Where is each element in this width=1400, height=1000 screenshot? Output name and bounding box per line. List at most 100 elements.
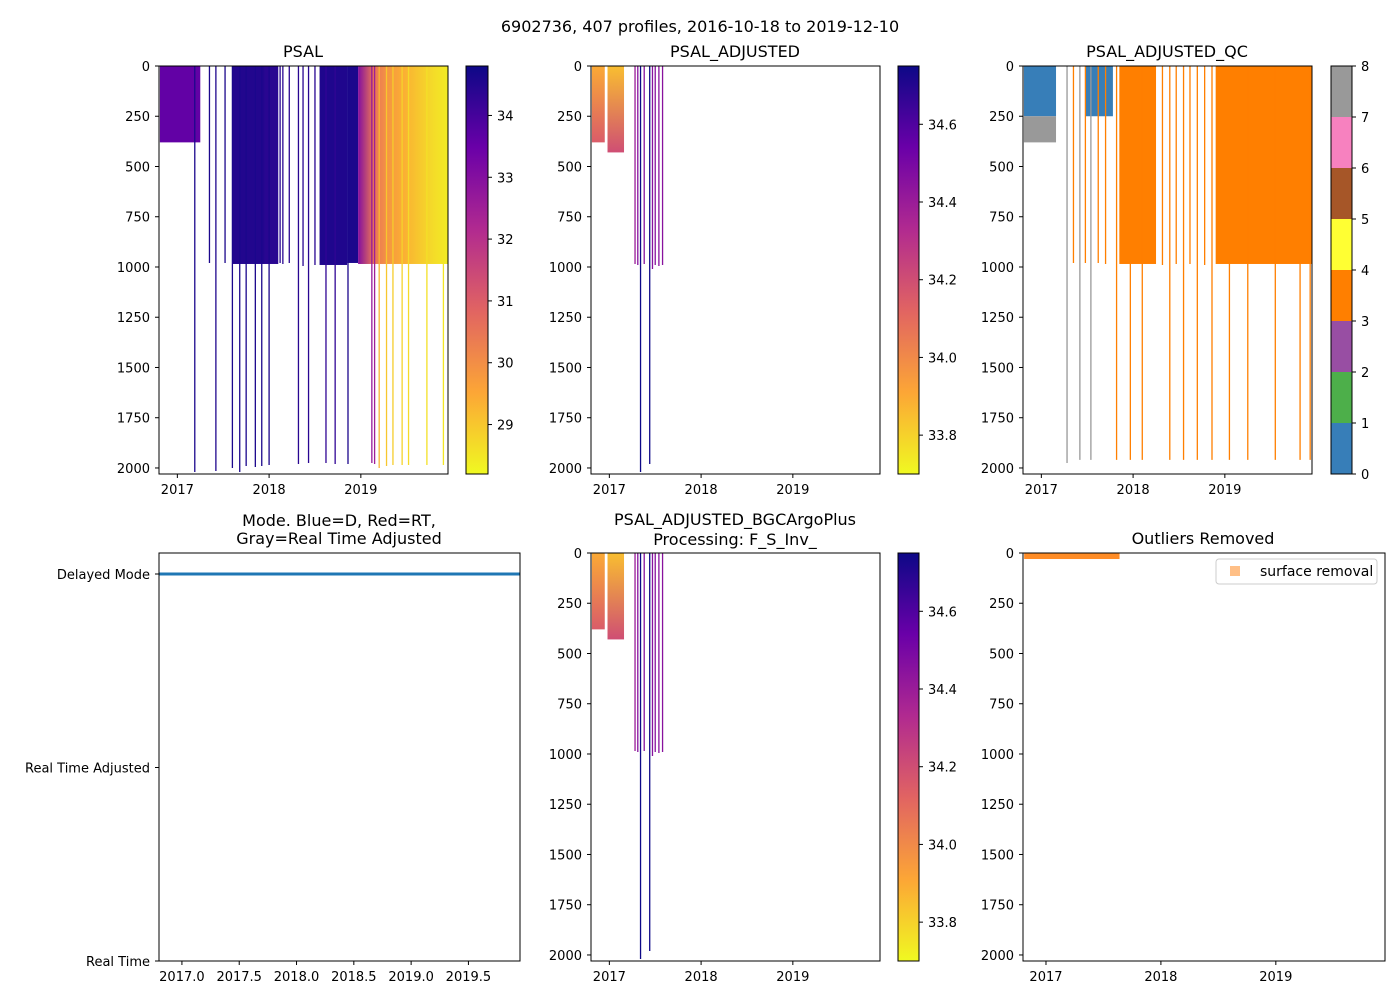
psal_adj-ytick-label: 2000 — [549, 462, 582, 477]
outliers-ytick-label: 0 — [1006, 547, 1014, 562]
mode-frame — [158, 552, 521, 962]
bgc-ytick-label: 1250 — [549, 798, 582, 813]
mode-ytick-label: Real Time — [86, 955, 150, 970]
outliers-ytick-label: 500 — [989, 647, 1014, 662]
bgc-xtick-label: 2017 — [593, 970, 626, 985]
psal_qc-data-block — [1085, 66, 1113, 117]
outliers-xtick-label: 2019 — [1259, 970, 1292, 985]
psal_qc-cbar-segment — [1331, 321, 1352, 372]
psal-cbar-label: 32 — [497, 233, 514, 248]
psal-qc-title: PSAL_ADJUSTED_QC — [1086, 42, 1248, 62]
psal_adj-data-block — [607, 66, 625, 153]
psal_qc-xtick-label: 2017 — [1025, 483, 1058, 498]
psal_qc-ytick-label: 1000 — [981, 261, 1014, 276]
psal_adj-cbar-label: 34.4 — [928, 196, 957, 211]
outliers-title: Outliers Removed — [1132, 529, 1275, 548]
psal_qc-ytick-label: 500 — [989, 160, 1014, 175]
outliers-xtick-label: 2018 — [1144, 970, 1177, 985]
psal_qc-ytick-label: 750 — [989, 211, 1014, 226]
figure-suptitle: 6902736, 407 profiles, 2016-10-18 to 201… — [501, 17, 899, 36]
psal_qc-cbar-label: 6 — [1361, 162, 1369, 177]
psal_qc-cbar-label: 7 — [1361, 111, 1369, 126]
bgc-title: PSAL_ADJUSTED_BGCArgoPlus — [614, 510, 856, 530]
psal_adj-xtick-label: 2018 — [685, 483, 718, 498]
outliers-ytick-label: 750 — [989, 698, 1014, 713]
psal-cbar-label: 34 — [497, 109, 514, 124]
psal_qc-frame — [1022, 65, 1313, 475]
psal_adj-ytick-label: 1000 — [549, 261, 582, 276]
psal-ytick-label: 750 — [125, 211, 150, 226]
mode-ytick-label: Real Time Adjusted — [25, 762, 150, 777]
psal-cbar-label: 29 — [497, 419, 514, 434]
psal-data-block — [319, 66, 348, 265]
psal_qc-cbar-segment — [1331, 423, 1352, 474]
psal-data-block — [159, 66, 201, 143]
psal_adj-data-block — [591, 66, 605, 143]
psal_adj-xtick-label: 2017 — [593, 483, 626, 498]
psal-plot: 2017 2018 2019 0 250 500 750 1000 1250 1500 1750 20… — [117, 60, 514, 498]
mode-xtick-label: 2017.0 — [159, 970, 205, 985]
psal-cbar-label: 30 — [497, 357, 514, 372]
psal_qc-ytick-label: 1750 — [981, 412, 1014, 427]
psal_qc-ytick-label: 250 — [989, 110, 1014, 125]
bgc-plot: 2017 2018 2019 0 250 500 750 1000 1250 1500 1750 20… — [549, 547, 957, 985]
psal_adj-cbar-label: 34.6 — [928, 118, 957, 133]
psal_adj-cbar-label: 34.0 — [928, 351, 957, 366]
outliers-xtick-label: 2017 — [1029, 970, 1062, 985]
psal-data-block — [347, 66, 359, 263]
mode-title-line2: Gray=Real Time Adjusted — [236, 529, 442, 548]
outliers-ytick-label: 1000 — [981, 748, 1014, 763]
bgc-ytick-label: 2000 — [549, 949, 582, 964]
mode-xtick-label: 2019.5 — [446, 970, 492, 985]
psal-frame — [158, 65, 449, 475]
mode-plot: 2017.0 2017.5 2018.0 2018.5 2019.0 2019.5 Dela… — [25, 552, 521, 985]
bgc-colorbar — [897, 552, 920, 962]
psal-colorbar — [465, 65, 489, 475]
psal_qc-cbar-label: 8 — [1361, 60, 1369, 75]
psal_adj-ytick-label: 1250 — [549, 311, 582, 326]
psal_qc-cbar-label: 3 — [1361, 315, 1369, 330]
bgc-xtick-label: 2018 — [685, 970, 718, 985]
psal-ytick-label: 2000 — [117, 462, 150, 477]
psal-cbar-label: 31 — [497, 295, 514, 310]
psal_qc-ytick-label: 1250 — [981, 311, 1014, 326]
psal_qc-ytick-label: 2000 — [981, 462, 1014, 477]
psal-gradient-block — [358, 66, 448, 264]
psal-xtick-label: 2017 — [161, 483, 194, 498]
bgc-ytick-label: 250 — [557, 597, 582, 612]
psal_qc-data-block — [1023, 66, 1057, 117]
psal_qc-cbar-segment — [1331, 168, 1352, 219]
outlier-surface-marks — [1024, 553, 1120, 560]
bgc-cbar-label: 34.2 — [928, 761, 957, 776]
psal-title: PSAL — [283, 42, 323, 61]
outliers-frame — [1022, 552, 1386, 962]
outliers-ytick-label: 1250 — [981, 798, 1014, 813]
psal_qc-cbar-segment — [1331, 117, 1352, 168]
psal_qc-cbar-segment — [1331, 219, 1352, 270]
legend-label: surface removal — [1260, 564, 1373, 580]
outliers-ytick-label: 2000 — [981, 949, 1014, 964]
bgc-cbar-label: 34.0 — [928, 838, 957, 853]
psal-adjusted-plot: 2017 2018 2019 0 250 500 750 1000 1250 1500 1750 20… — [549, 60, 957, 498]
psal-cbar-label: 33 — [497, 171, 514, 186]
psal_qc-xtick-label: 2019 — [1208, 483, 1241, 498]
psal_qc-cbar-label: 0 — [1361, 468, 1369, 483]
bgc-ytick-label: 0 — [574, 547, 582, 562]
bgc-xtick-label: 2019 — [776, 970, 809, 985]
psal_qc-cbar-label: 4 — [1361, 264, 1369, 279]
outliers-ytick-label: 1500 — [981, 848, 1014, 863]
outliers-plot: 2017 2018 2019 0 250 500 750 1000 1250 1500 1750 20… — [981, 547, 1386, 985]
psal_adj-cbar-label: 34.2 — [928, 274, 957, 289]
bgc-ytick-label: 750 — [557, 698, 582, 713]
psal-ytick-label: 500 — [125, 160, 150, 175]
psal_qc-xtick-label: 2018 — [1117, 483, 1150, 498]
psal-ytick-label: 0 — [142, 60, 150, 75]
psal-xtick-label: 2019 — [344, 483, 377, 498]
psal_qc-data-block — [1119, 66, 1157, 264]
outliers-ytick-label: 250 — [989, 597, 1014, 612]
bgc-ytick-label: 1000 — [549, 748, 582, 763]
bgc-cbar-label: 33.8 — [928, 916, 957, 931]
bgc-title-line2: Processing: F_S_Inv_ — [653, 530, 818, 550]
psal_adj-ytick-label: 500 — [557, 160, 582, 175]
